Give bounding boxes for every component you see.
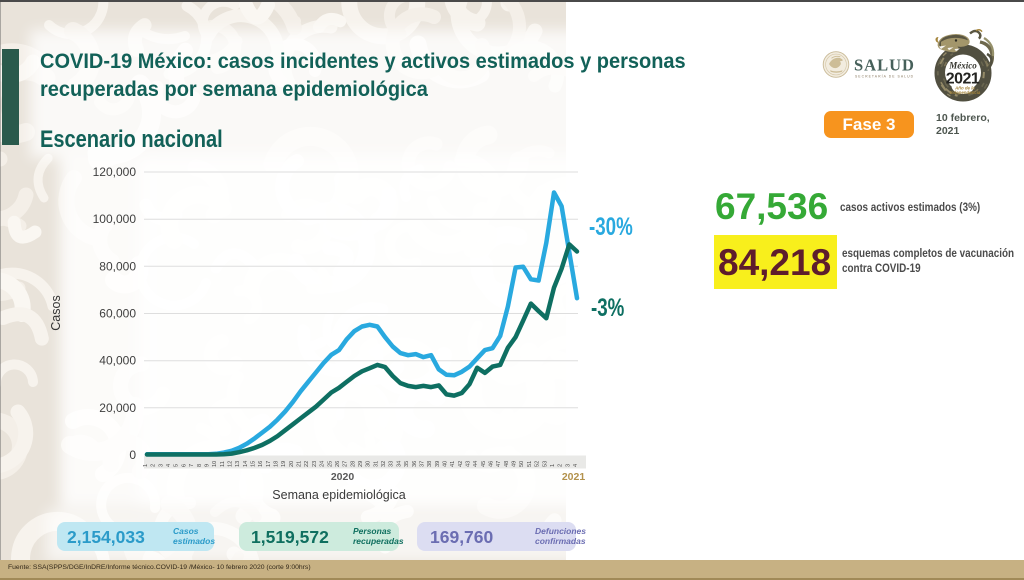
svg-text:3: 3: [158, 464, 164, 467]
svg-text:48: 48: [504, 461, 510, 467]
svg-text:23: 23: [312, 461, 318, 467]
svg-text:27: 27: [343, 461, 349, 467]
svg-text:24: 24: [320, 461, 326, 467]
svg-text:16: 16: [258, 461, 264, 467]
svg-text:SALUD: SALUD: [854, 56, 915, 75]
svg-text:4: 4: [573, 464, 579, 467]
svg-text:0: 0: [129, 448, 136, 462]
svg-text:4: 4: [166, 464, 172, 467]
svg-text:19: 19: [281, 461, 287, 467]
svg-text:2020: 2020: [331, 471, 355, 483]
svg-text:32: 32: [381, 461, 387, 467]
svg-text:41: 41: [450, 461, 456, 467]
svg-text:51: 51: [527, 461, 533, 467]
svg-text:45: 45: [481, 461, 487, 467]
svg-text:40: 40: [443, 461, 449, 467]
svg-text:25: 25: [327, 461, 333, 467]
svg-text:10: 10: [212, 461, 218, 467]
svg-text:50: 50: [519, 461, 525, 467]
svg-text:7: 7: [189, 464, 195, 467]
svg-text:17: 17: [266, 461, 272, 467]
svg-text:42: 42: [458, 461, 464, 467]
svg-text:1: 1: [550, 464, 556, 467]
svg-text:39: 39: [435, 461, 441, 467]
svg-text:18: 18: [274, 461, 280, 467]
svg-text:37: 37: [419, 461, 425, 467]
svg-text:60,000: 60,000: [99, 307, 136, 321]
svg-text:13: 13: [235, 461, 241, 467]
svg-text:20,000: 20,000: [99, 401, 136, 415]
svg-text:29: 29: [358, 461, 364, 467]
svg-text:100,000: 100,000: [93, 212, 137, 226]
svg-text:2021: 2021: [562, 471, 586, 483]
svg-text:Semana epidemiológica: Semana epidemiológica: [272, 488, 405, 502]
svg-text:38: 38: [427, 461, 433, 467]
svg-text:9: 9: [204, 464, 210, 467]
svg-text:28: 28: [350, 461, 356, 467]
svg-text:22: 22: [304, 461, 310, 467]
svg-text:47: 47: [496, 461, 502, 467]
svg-text:44: 44: [473, 461, 479, 467]
svg-text:120,000: 120,000: [93, 165, 137, 179]
svg-text:11: 11: [220, 461, 226, 467]
svg-text:40,000: 40,000: [99, 354, 136, 368]
svg-text:8: 8: [197, 464, 203, 467]
svg-text:21: 21: [297, 461, 303, 467]
svg-text:43: 43: [466, 461, 472, 467]
svg-text:Año de la: Año de la: [954, 86, 975, 91]
svg-text:34: 34: [396, 461, 402, 467]
svg-text:33: 33: [389, 461, 395, 467]
svg-text:12: 12: [228, 461, 234, 467]
svg-text:1: 1: [143, 464, 149, 467]
svg-text:Independencia: Independencia: [950, 90, 981, 95]
svg-text:6: 6: [181, 464, 187, 467]
svg-text:2: 2: [558, 464, 564, 467]
svg-text:80,000: 80,000: [99, 259, 136, 273]
svg-text:30: 30: [366, 461, 372, 467]
svg-text:14: 14: [243, 461, 249, 467]
svg-text:Casos: Casos: [49, 295, 63, 330]
svg-text:26: 26: [335, 461, 341, 467]
svg-text:5: 5: [174, 464, 180, 467]
svg-text:35: 35: [404, 461, 410, 467]
svg-text:53: 53: [542, 461, 548, 467]
svg-text:46: 46: [489, 461, 495, 467]
svg-text:49: 49: [512, 461, 518, 467]
svg-text:3: 3: [565, 464, 571, 467]
svg-text:México: México: [948, 61, 977, 71]
svg-text:15: 15: [251, 461, 257, 467]
svg-text:20: 20: [289, 461, 295, 467]
svg-text:2021: 2021: [946, 71, 980, 88]
svg-text:SECRETARÍA DE SALUD: SECRETARÍA DE SALUD: [855, 75, 914, 79]
svg-text:52: 52: [535, 461, 541, 467]
svg-text:36: 36: [412, 461, 418, 467]
svg-text:31: 31: [373, 461, 379, 467]
svg-text:2: 2: [151, 464, 157, 467]
